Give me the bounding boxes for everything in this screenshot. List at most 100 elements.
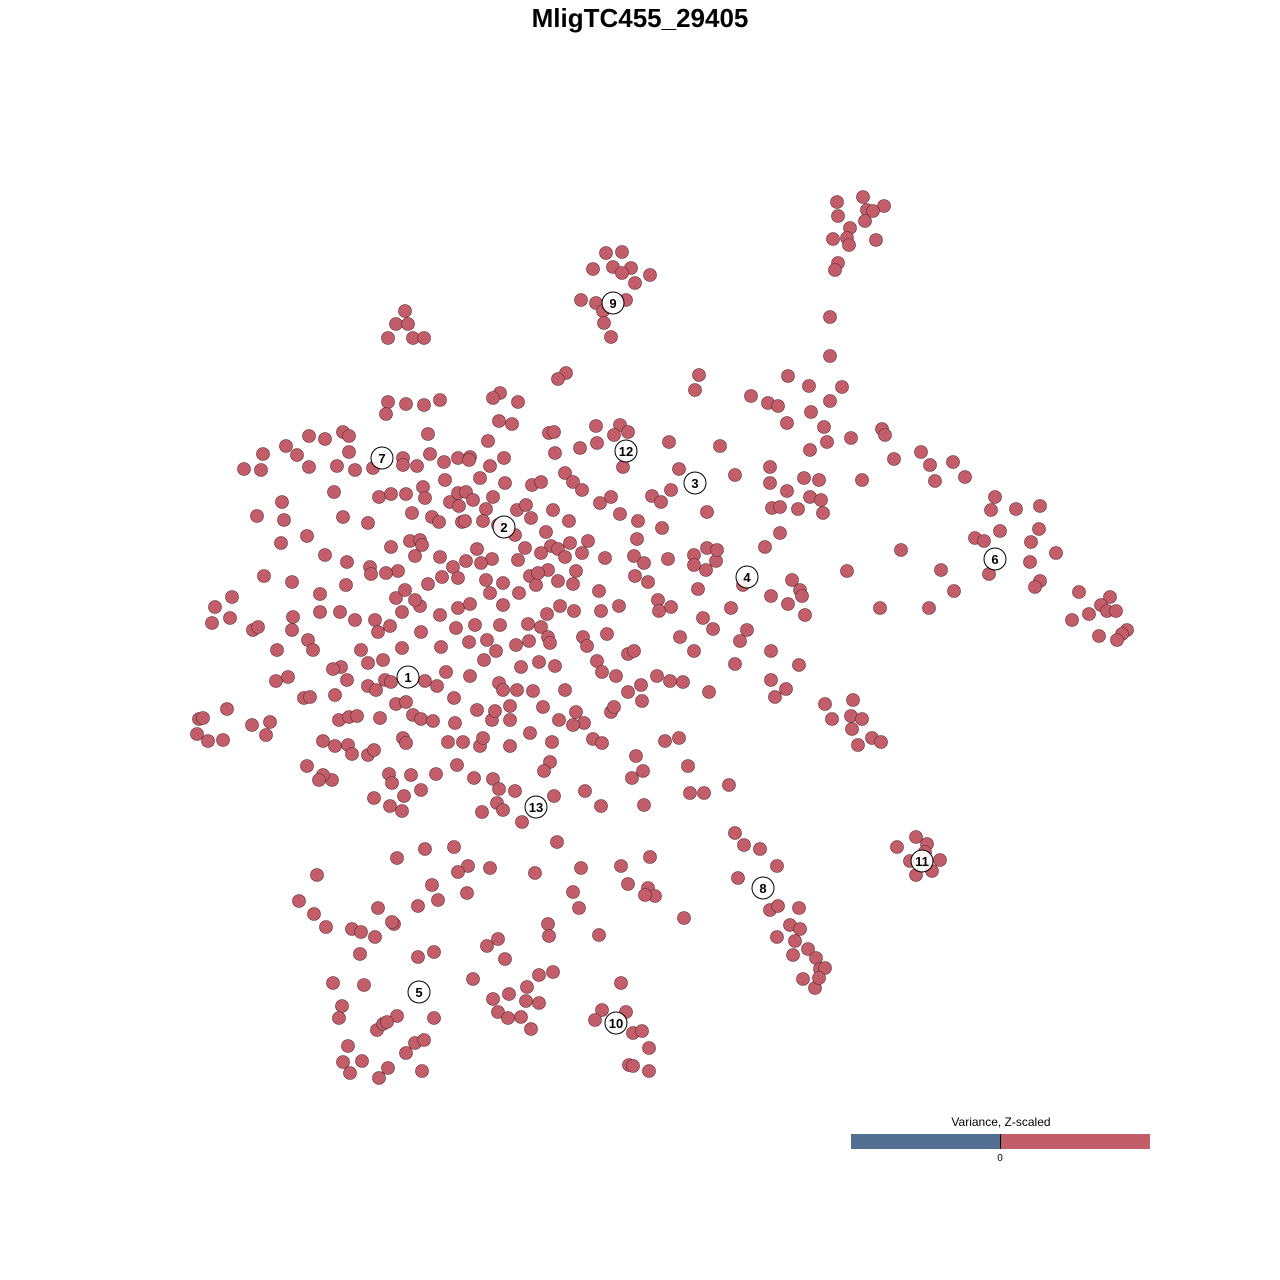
data-point <box>550 835 564 849</box>
data-point <box>607 428 621 442</box>
chart-title: MligTC455_29405 <box>531 3 749 33</box>
data-point <box>385 776 399 790</box>
data-point <box>479 573 493 587</box>
data-point <box>385 915 399 929</box>
data-point <box>456 735 470 749</box>
data-point <box>367 743 381 757</box>
data-point <box>572 901 586 915</box>
data-point <box>578 784 592 798</box>
data-point <box>616 460 630 474</box>
data-point <box>342 429 356 443</box>
data-point <box>447 840 461 854</box>
data-point <box>196 711 210 725</box>
cluster-label-text: 5 <box>415 985 422 1000</box>
data-point <box>696 611 710 625</box>
data-point <box>369 683 383 697</box>
data-point <box>780 484 794 498</box>
data-point <box>634 678 648 692</box>
data-point <box>928 474 942 488</box>
cluster-label-1: 1 <box>396 665 420 689</box>
data-point <box>823 394 837 408</box>
data-point <box>581 534 595 548</box>
data-point <box>451 601 465 615</box>
data-point <box>498 952 512 966</box>
data-point <box>397 789 411 803</box>
data-point <box>923 458 937 472</box>
data-point <box>740 623 754 637</box>
data-point <box>551 574 565 588</box>
data-point <box>773 500 787 514</box>
data-point <box>595 1003 609 1017</box>
data-point <box>933 853 947 867</box>
data-point <box>614 976 628 990</box>
data-point <box>631 514 645 528</box>
data-point <box>786 948 800 962</box>
data-point <box>664 600 678 614</box>
data-point <box>553 599 567 613</box>
data-point <box>642 1064 656 1078</box>
data-point <box>486 391 500 405</box>
data-point <box>569 705 583 719</box>
data-point <box>540 607 554 621</box>
data-point <box>592 584 606 598</box>
data-point <box>448 716 462 730</box>
data-point <box>450 758 464 772</box>
data-point <box>310 868 324 882</box>
data-point <box>796 972 810 986</box>
data-point <box>328 688 342 702</box>
data-point <box>797 471 811 485</box>
cluster-label-text: 11 <box>915 854 929 869</box>
data-point <box>492 782 506 796</box>
data-point <box>414 783 428 797</box>
data-point <box>318 548 332 562</box>
cluster-label-7: 7 <box>370 446 394 470</box>
data-point <box>340 555 354 569</box>
data-point <box>380 1015 394 1029</box>
data-point <box>390 851 404 865</box>
data-point <box>463 669 477 683</box>
data-point <box>621 877 635 891</box>
data-point <box>1110 633 1124 647</box>
cluster-label-11: 11 <box>910 849 934 873</box>
data-point <box>476 731 490 745</box>
data-point <box>692 368 706 382</box>
data-point <box>361 656 375 670</box>
data-point <box>251 620 265 634</box>
data-point <box>588 1013 602 1027</box>
data-point <box>353 947 367 961</box>
data-point <box>869 233 883 247</box>
data-point <box>302 460 316 474</box>
data-point <box>804 405 818 419</box>
data-point <box>604 490 618 504</box>
data-point <box>548 659 562 673</box>
data-point <box>984 503 998 517</box>
data-point <box>663 674 677 688</box>
data-point <box>415 538 429 552</box>
data-point <box>458 514 472 528</box>
data-point <box>1103 590 1117 604</box>
data-point <box>615 266 629 280</box>
cluster-label-3: 3 <box>683 471 707 495</box>
data-point <box>914 445 928 459</box>
data-point <box>629 749 643 763</box>
data-point <box>395 605 409 619</box>
data-point <box>830 195 844 209</box>
data-point <box>357 978 371 992</box>
data-point <box>468 618 482 632</box>
data-point <box>496 598 510 612</box>
data-point <box>672 731 686 745</box>
data-point <box>874 735 888 749</box>
data-point <box>486 772 500 786</box>
data-point <box>542 929 556 943</box>
data-point <box>546 965 560 979</box>
data-point <box>425 878 439 892</box>
data-point <box>389 591 403 605</box>
data-point <box>798 608 812 622</box>
data-point <box>614 859 628 873</box>
data-point <box>379 407 393 421</box>
data-point <box>410 459 424 473</box>
data-point <box>438 473 452 487</box>
data-point <box>480 939 494 953</box>
data-point <box>466 493 480 507</box>
